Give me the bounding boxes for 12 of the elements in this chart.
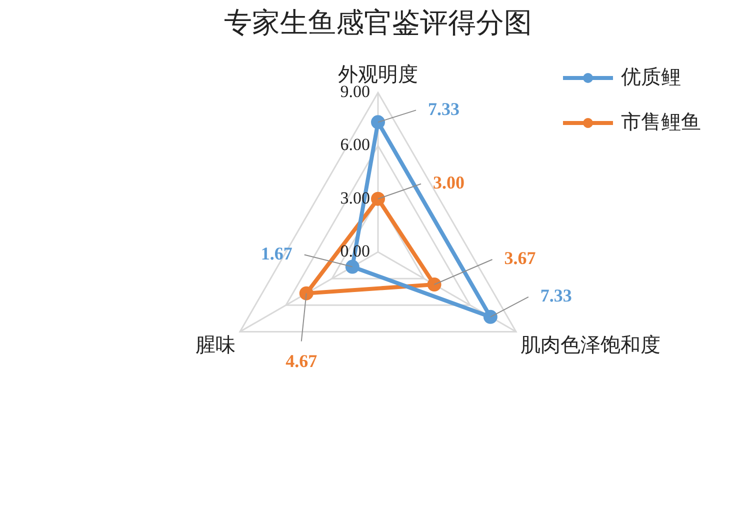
spoke-label: 腥味 [196, 334, 236, 356]
data-label: 7.33 [428, 98, 460, 119]
data-label: 1.67 [260, 243, 292, 264]
data-label: 4.67 [286, 351, 318, 372]
legend-label: 市售鲤鱼 [621, 111, 701, 134]
data-label: 3.67 [504, 248, 536, 268]
data-label: 3.00 [433, 172, 464, 193]
data-label: 7.33 [540, 286, 572, 306]
spoke-label: 肌肉色泽饱和度 [520, 334, 660, 356]
legend-label: 优质鲤 [621, 66, 681, 88]
y-tick-label: 6.00 [340, 135, 370, 154]
chart-title: 专家生鱼感官鉴评得分图 [224, 8, 532, 40]
